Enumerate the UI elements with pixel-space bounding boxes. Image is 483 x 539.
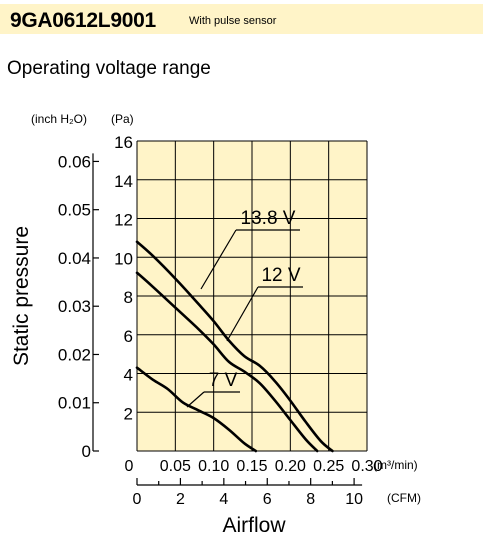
x-unit-m3: (m³/min) [373, 458, 418, 472]
model-note: With pulse sensor [189, 15, 277, 27]
y-tick-label-pa: 4 [124, 366, 133, 385]
series-annotation: 13.8 V [241, 208, 296, 229]
curves [135, 240, 334, 453]
series-line [135, 271, 319, 453]
x2-tick-label: 4 [219, 491, 228, 508]
x-tick-label: 0.05 [160, 458, 191, 475]
x-tick-label: 0.25 [313, 458, 344, 475]
y-tick-label-pa: 2 [124, 404, 133, 423]
y-tick-label-inch: 0.04 [58, 249, 91, 268]
chart-subtitle: Operating voltage range [7, 58, 211, 79]
y-tick-label-pa: 10 [114, 249, 133, 268]
y-tick-label-pa: 14 [114, 172, 133, 191]
model-number: 9GA0612L9001 [10, 9, 156, 32]
annotation-leader [226, 286, 259, 342]
series-annotation: 7 V [209, 370, 238, 391]
y-tick-label-pa: 6 [124, 327, 133, 346]
y-unit-pa: (Pa) [111, 112, 134, 126]
x2-tick-label: 8 [306, 491, 315, 508]
x-tick-label: 0 [125, 458, 134, 475]
y-tick-label-inch: 0.02 [58, 345, 91, 364]
series-annotation: 12 V [261, 265, 300, 286]
y-axis-title: Static pressure [10, 226, 33, 366]
y-tick-label-pa: 12 [114, 211, 133, 230]
axes [92, 153, 363, 486]
x2-tick-label: 2 [176, 491, 185, 508]
grid [136, 140, 368, 452]
x2-tick-label: 10 [345, 491, 363, 508]
y-tick-label-inch: 0.01 [58, 394, 91, 413]
annotation-leader [186, 391, 205, 408]
series-line [135, 366, 258, 453]
series-line [135, 240, 334, 453]
x-tick-label: 0.10 [198, 458, 229, 475]
labels: 2 4 6 8 10 12 14 16 0 0.01 0.02 0.03 0.04 0.05 0.06 (in… [10, 112, 421, 537]
x2-tick-label: 6 [263, 491, 272, 508]
x2-tick-label: 0 [133, 491, 142, 508]
x-tick-label: 0.20 [275, 458, 306, 475]
y-tick-label-pa: 8 [124, 288, 133, 307]
title-bar [0, 4, 483, 34]
x-tick-label: 0.15 [236, 458, 267, 475]
y-tick-label-inch: 0.03 [58, 297, 91, 316]
x2-unit-cfm: (CFM) [387, 491, 421, 505]
y-unit-inch: (inch H₂O) [31, 112, 87, 126]
y-tick-label-inch: 0 [82, 442, 91, 461]
y-tick-label-inch: 0.05 [58, 201, 91, 220]
x-tick-label: 0.30 [351, 458, 382, 475]
y-tick-label-inch: 0.06 [58, 152, 91, 171]
annotation-leader [200, 229, 237, 290]
y-tick-label-pa: 16 [114, 133, 133, 152]
x-axis-title: Airflow [222, 514, 286, 537]
